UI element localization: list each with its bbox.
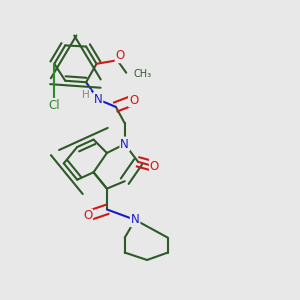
Text: O: O (83, 209, 92, 223)
Text: CH₃: CH₃ (134, 69, 152, 79)
Text: H: H (82, 90, 90, 100)
Text: O: O (116, 49, 125, 62)
Text: N: N (120, 138, 129, 151)
Text: Cl: Cl (49, 99, 60, 112)
Text: N: N (131, 213, 140, 226)
Text: O: O (150, 160, 159, 173)
Text: N: N (94, 93, 102, 106)
Text: O: O (129, 94, 138, 106)
